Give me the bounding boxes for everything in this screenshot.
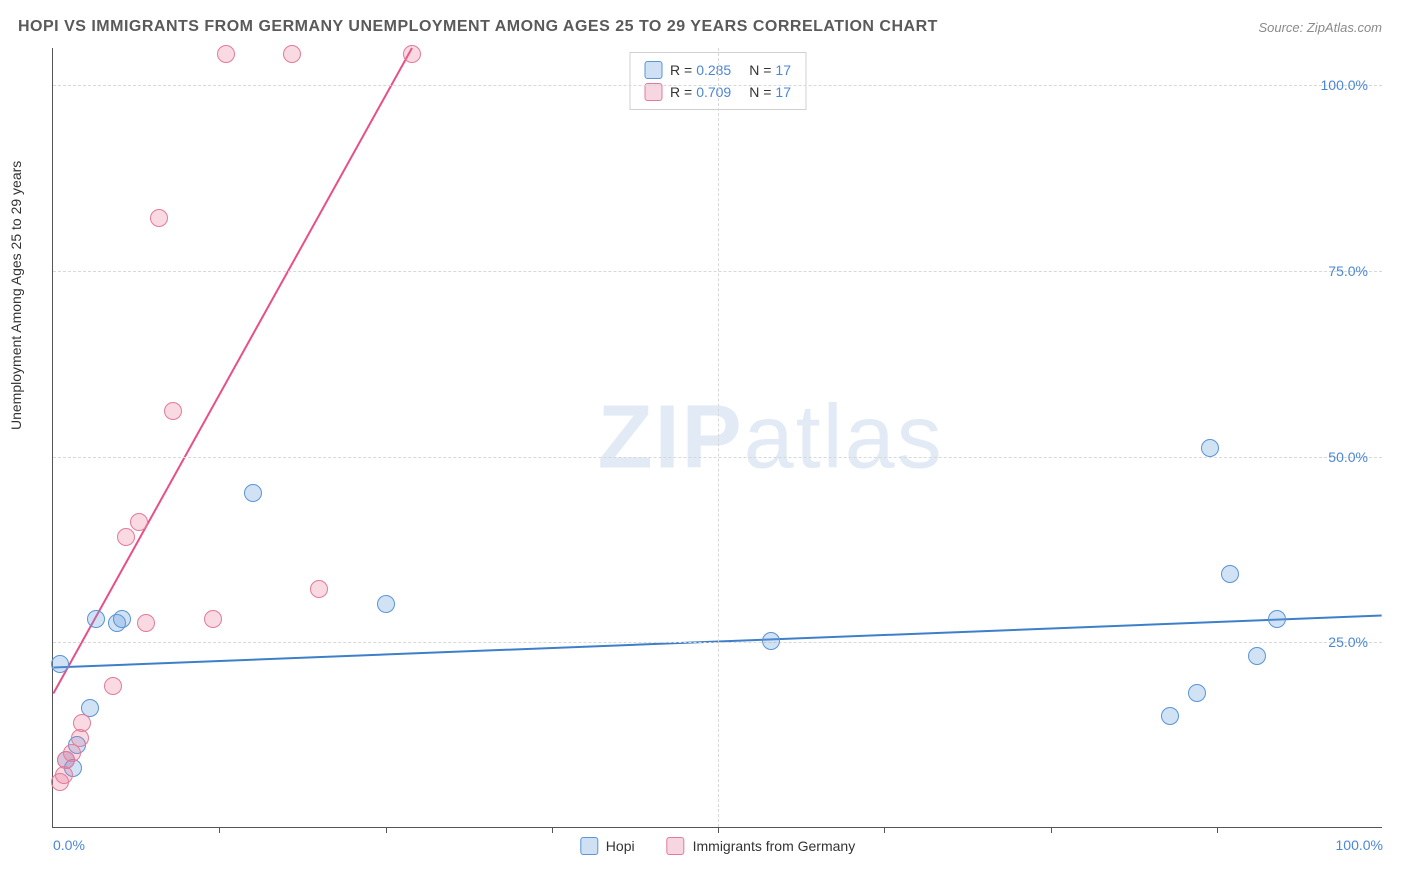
legend-label: Immigrants from Germany (693, 838, 856, 854)
data-point (113, 610, 131, 628)
data-point (137, 614, 155, 632)
legend-swatch (644, 61, 662, 79)
xtick-label: 0.0% (53, 837, 85, 853)
data-point (87, 610, 105, 628)
xtick-mark (1217, 827, 1218, 833)
xtick-mark (1051, 827, 1052, 833)
ytick-label: 25.0% (1328, 634, 1368, 650)
chart-title: HOPI VS IMMIGRANTS FROM GERMANY UNEMPLOY… (18, 18, 938, 36)
xtick-mark (219, 827, 220, 833)
data-point (55, 766, 73, 784)
data-point (1268, 610, 1286, 628)
xtick-mark (718, 827, 719, 833)
xtick-label: 100.0% (1336, 837, 1383, 853)
legend-swatch (667, 837, 685, 855)
data-point (164, 402, 182, 420)
data-point (51, 655, 69, 673)
ytick-label: 75.0% (1328, 263, 1368, 279)
data-point (217, 45, 235, 63)
xtick-mark (552, 827, 553, 833)
data-point (1248, 647, 1266, 665)
data-point (1161, 707, 1179, 725)
data-point (73, 714, 91, 732)
legend-swatch (580, 837, 598, 855)
legend-item: Immigrants from Germany (667, 837, 856, 855)
xtick-mark (386, 827, 387, 833)
legend-label: Hopi (606, 838, 635, 854)
legend-series: Hopi Immigrants from Germany (580, 837, 855, 855)
source-label: Source: ZipAtlas.com (1258, 20, 1382, 35)
legend-item: Hopi (580, 837, 635, 855)
data-point (283, 45, 301, 63)
data-point (150, 209, 168, 227)
gridline-v (718, 48, 719, 827)
xtick-mark (884, 827, 885, 833)
data-point (310, 580, 328, 598)
plot-area: ZIPatlas R =0.285N =17R =0.709N =17 Hopi… (52, 48, 1382, 828)
data-point (377, 595, 395, 613)
data-point (104, 677, 122, 695)
data-point (762, 632, 780, 650)
y-axis-label: Unemployment Among Ages 25 to 29 years (8, 161, 24, 430)
ytick-label: 100.0% (1321, 77, 1368, 93)
ytick-label: 50.0% (1328, 449, 1368, 465)
data-point (403, 45, 421, 63)
data-point (204, 610, 222, 628)
data-point (1188, 684, 1206, 702)
data-point (1201, 439, 1219, 457)
data-point (244, 484, 262, 502)
data-point (1221, 565, 1239, 583)
data-point (117, 528, 135, 546)
data-point (130, 513, 148, 531)
